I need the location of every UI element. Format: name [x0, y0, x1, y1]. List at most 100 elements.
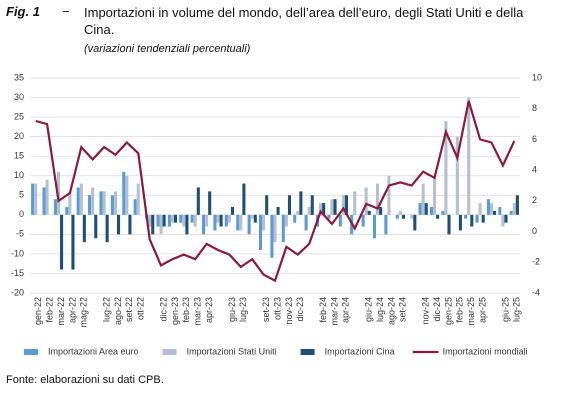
bar — [413, 214, 417, 231]
bar — [208, 191, 212, 215]
bar — [151, 214, 155, 235]
bar — [110, 195, 114, 215]
x-tick-label: lug-23 — [238, 297, 248, 322]
x-tick-label: dic-24 — [432, 297, 442, 322]
chart: -20-15-10-505101520253035-4-20246810gen-… — [11, 72, 542, 356]
x-tick-label: set-24 — [398, 297, 408, 322]
bar — [42, 187, 46, 215]
bar — [56, 171, 61, 215]
bar — [219, 214, 223, 227]
x-tick-label: set-23 — [261, 297, 271, 322]
bar — [395, 214, 399, 219]
bar — [242, 183, 246, 215]
y-tick-label: 10 — [14, 170, 24, 180]
bar — [489, 203, 494, 215]
bar — [504, 214, 508, 223]
bar — [60, 214, 64, 270]
x-tick-label: nov-23 — [284, 297, 294, 325]
bar — [501, 214, 505, 227]
y-tick-label: -15 — [11, 268, 24, 278]
bar — [162, 214, 166, 227]
bar — [429, 207, 433, 215]
bar — [76, 187, 80, 215]
bar — [156, 214, 160, 227]
bar — [281, 214, 285, 243]
x-tick-label: feb-22 — [44, 297, 54, 323]
bar — [293, 214, 297, 223]
legend-swatch — [24, 349, 38, 355]
y2-tick-label: 6 — [532, 134, 537, 144]
bar — [196, 187, 200, 215]
x-tick-label: giu-24 — [364, 297, 374, 322]
legend-label: Importazioni Area euro — [48, 346, 139, 356]
y-tick-label: 5 — [19, 190, 24, 200]
bar — [94, 214, 98, 239]
bar — [436, 214, 440, 219]
bar — [173, 214, 178, 223]
x-tick-label: feb-25 — [455, 297, 465, 323]
bar — [236, 214, 240, 231]
bar — [353, 191, 357, 215]
legend-swatch — [162, 349, 177, 355]
x-tick-label: ago-24 — [386, 297, 396, 325]
x-tick-label: mar-25 — [466, 297, 476, 326]
bar — [441, 210, 445, 215]
bar — [284, 214, 288, 227]
x-tick-label: ott-22 — [136, 297, 146, 320]
bar — [475, 214, 479, 223]
y-tick-label: -10 — [11, 248, 24, 258]
bar — [418, 203, 422, 215]
bar — [410, 214, 414, 219]
bar — [304, 214, 308, 231]
bar — [113, 191, 118, 215]
bar — [230, 207, 235, 215]
y-tick-label: 35 — [14, 72, 24, 82]
bar — [470, 214, 474, 227]
bar — [182, 214, 186, 227]
bar — [193, 214, 197, 227]
x-tick-label: mar-24 — [329, 297, 339, 326]
bar — [344, 195, 348, 215]
bar — [330, 199, 334, 215]
bar — [319, 203, 323, 215]
bar — [205, 214, 209, 227]
bar — [287, 195, 292, 215]
legend-label: Importazioni Cina — [325, 346, 395, 356]
bar — [202, 214, 206, 235]
bar — [159, 214, 163, 235]
bar — [262, 214, 266, 231]
bar — [250, 214, 254, 219]
x-tick-label: apr-22 — [67, 297, 77, 323]
chart-title: Importazioni in volume del mondo, dell’a… — [84, 5, 524, 37]
x-tick-label: gen-22 — [33, 297, 43, 325]
x-tick-label: nov-24 — [421, 297, 431, 325]
bar — [481, 214, 485, 223]
bar — [384, 214, 388, 235]
separator: − — [62, 4, 70, 19]
bar — [128, 214, 132, 235]
bar — [447, 214, 451, 235]
bar — [509, 210, 513, 215]
bar — [367, 210, 371, 215]
bar — [258, 214, 263, 250]
bar — [478, 203, 482, 215]
legend-label: Importazioni Stati Uniti — [187, 346, 277, 356]
bar — [467, 97, 471, 215]
x-tick-label: mar-23 — [193, 297, 203, 326]
legend-swatch — [300, 349, 315, 355]
bar — [79, 183, 83, 215]
x-tick-label: mar-22 — [56, 297, 66, 326]
bar — [296, 210, 300, 215]
bar — [99, 191, 103, 215]
bar — [31, 183, 35, 215]
y2-tick-label: -2 — [532, 257, 540, 267]
fig-label: Fig. 1 — [6, 4, 40, 19]
bar — [515, 195, 519, 215]
bar — [458, 214, 462, 231]
bar — [91, 187, 95, 215]
y2-tick-label: 10 — [532, 72, 542, 82]
bar — [464, 214, 468, 219]
y2-tick-label: -4 — [532, 287, 540, 297]
bar — [53, 199, 57, 215]
